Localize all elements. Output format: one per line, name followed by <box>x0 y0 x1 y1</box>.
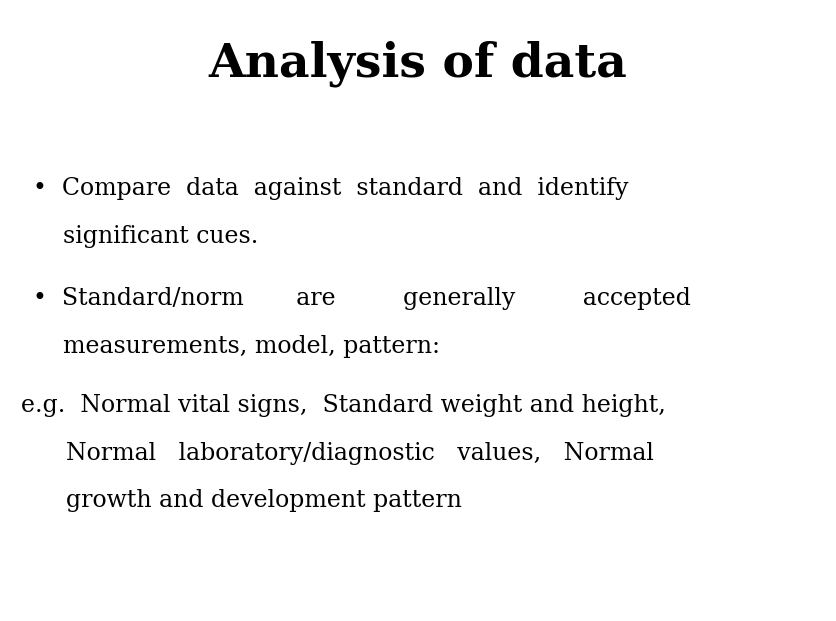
Text: Normal   laboratory/diagnostic   values,   Normal: Normal laboratory/diagnostic values, Nor… <box>21 442 654 465</box>
Text: e.g.  Normal vital signs,  Standard weight and height,: e.g. Normal vital signs, Standard weight… <box>21 394 665 417</box>
Text: significant cues.: significant cues. <box>33 225 259 248</box>
Text: •  Compare  data  against  standard  and  identify: • Compare data against standard and iden… <box>33 177 629 200</box>
Text: Analysis of data: Analysis of data <box>208 40 628 87</box>
Text: measurements, model, pattern:: measurements, model, pattern: <box>33 335 441 358</box>
Text: •  Standard/norm       are         generally         accepted: • Standard/norm are generally accepted <box>33 287 691 310</box>
Text: growth and development pattern: growth and development pattern <box>21 489 461 512</box>
